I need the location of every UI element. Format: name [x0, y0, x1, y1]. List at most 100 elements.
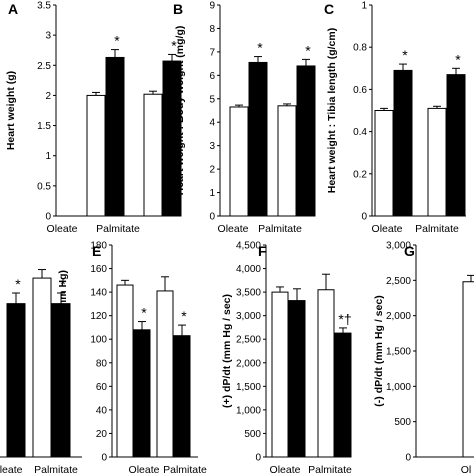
panel-e-y-tick-label: 180 — [90, 241, 107, 252]
panel-e-bar-open — [156, 290, 174, 458]
panel-g-y-tick-label: 500 — [394, 417, 411, 428]
panel-c-y-tick-label: 0.8 — [353, 43, 367, 54]
panel-g-y-tick-label: 1,000 — [386, 382, 411, 393]
panel-b-y-tick-label: 0 — [209, 212, 215, 223]
panel-f-y-tick-label: 0 — [255, 453, 261, 464]
panel-b-significance-mark: * — [257, 40, 263, 56]
panel-e-y-tick-label: 120 — [90, 311, 107, 322]
panel-g-category-label: Ol — [461, 464, 472, 474]
panel-c-category-label: Palmitate — [415, 223, 459, 235]
panel-a-bar-open — [86, 94, 106, 217]
panel-f-y-tick-label: 4,500 — [236, 241, 261, 252]
panel-f-y-tick-label: 1,500 — [236, 382, 261, 393]
panel-b-category-label: Palmitate — [258, 223, 302, 235]
panel-a-y-label: Heart weight (g) — [5, 71, 17, 150]
panel-e-category-label: Oleate — [129, 464, 160, 474]
panel-e-y-tick-label: 40 — [96, 405, 108, 416]
panel-d-category-label: Palmitate — [34, 464, 78, 474]
panel-f-significance-mark: *† — [338, 311, 351, 327]
panel-f-y-tick-label: 2,500 — [236, 335, 261, 346]
panel-f-y-label: (+) dP/dt (mm Hg / sec) — [221, 294, 233, 408]
panel-a-bar-open — [143, 93, 163, 217]
panel-g-y-tick-label: 2,000 — [386, 311, 411, 322]
panel-d-category-label: Oleate — [0, 464, 23, 474]
panel-a-letter: A — [8, 1, 18, 17]
panel-f-bar-open — [317, 289, 335, 458]
panel-f-y-tick-label: 4,000 — [236, 264, 261, 275]
panel-f-category-label: Oleate — [270, 464, 301, 474]
panel-a-y-tick-label: 2.5 — [37, 61, 51, 72]
panel-a-significance-mark: * — [171, 37, 177, 53]
panel-b-letter: B — [173, 1, 183, 17]
panel-g-y-tick-label: 3,000 — [386, 241, 411, 252]
panel-a-y-tick-label: 3.5 — [37, 1, 51, 12]
panel-e-y-tick-label: 140 — [90, 288, 107, 299]
panel-e-y-tick-label: 80 — [96, 358, 108, 369]
panel-b-y-tick-label: 8 — [209, 24, 215, 35]
panel-f-letter: F — [258, 243, 267, 259]
panel-b-significance-mark: * — [305, 42, 311, 58]
panel-g-y-tick-label: 2,500 — [386, 276, 411, 287]
panel-c-y-tick-label: 0.4 — [353, 127, 367, 138]
panel-b-bar-open — [229, 106, 249, 217]
panel-e-bar-closed — [173, 335, 191, 458]
panel-b-y-tick-label: 3 — [209, 141, 215, 152]
panel-a-category-label: Oleate — [47, 223, 78, 235]
panel-b-y-tick-label: 2 — [209, 165, 215, 176]
panel-e-y-tick-label: 160 — [90, 264, 107, 275]
panel-e-bar-closed — [133, 329, 151, 458]
panel-b-y-tick-label: 9 — [209, 1, 215, 12]
panel-a-y-tick-label: 2 — [45, 91, 51, 102]
panel-b-y-label: Heart weight : Body weight (mg/g) — [174, 26, 186, 196]
panel-d-significance-mark: * — [60, 276, 66, 292]
panel-b-y-tick-label: 5 — [209, 94, 215, 105]
panel-c-bar-closed — [393, 69, 413, 217]
panel-a-y-tick-label: 3 — [45, 31, 51, 42]
panel-a-y-tick-label: 1 — [45, 151, 51, 162]
panel-d-bar-open — [32, 277, 52, 458]
panel-f-category-label: Palmitate — [308, 464, 352, 474]
panel-f-y-tick-label: 1,000 — [236, 405, 261, 416]
panel-c-y-tick-label: 0.6 — [353, 85, 367, 96]
panel-b-y-tick-label: 6 — [209, 71, 215, 82]
panel-c-bar-closed — [446, 74, 466, 217]
panel-c-y-tick-label: 0 — [361, 212, 367, 223]
panel-c-category-label: Oleate — [372, 223, 403, 235]
panel-g-y-tick-label: 1,500 — [386, 347, 411, 358]
panel-b-bar-closed — [248, 61, 268, 217]
panel-c-significance-mark: * — [455, 51, 461, 67]
panel-e-y-tick-label: 20 — [96, 429, 108, 440]
panel-f-y-tick-label: 3,500 — [236, 288, 261, 299]
panel-e-y-label: LV Developed Pressure (mm Hg) — [57, 270, 69, 432]
panel-b-category-label: Oleate — [218, 223, 249, 235]
panel-a-bar-closed — [105, 56, 125, 217]
panel-e-bar-open — [116, 284, 134, 458]
panel-f-y-tick-label: 2,000 — [236, 358, 261, 369]
panel-e-y-tick-label: 100 — [90, 335, 107, 346]
panel-c-significance-mark: * — [402, 47, 408, 63]
panel-d-significance-mark: * — [15, 276, 21, 292]
panel-b-y-tick-label: 4 — [209, 118, 215, 129]
panel-b-y-tick-label: 7 — [209, 47, 215, 58]
panel-g-bar-open — [462, 281, 474, 458]
panel-f-bar-closed — [288, 300, 306, 458]
panel-e-significance-mark: * — [141, 305, 147, 321]
panel-e-letter: E — [92, 243, 101, 259]
panel-e-y-tick-label: 0 — [101, 453, 107, 464]
panel-e-significance-mark: * — [181, 308, 187, 324]
panel-b-bar-closed — [296, 65, 316, 217]
panel-a-significance-mark: * — [114, 33, 120, 49]
panel-e-category-label: Palmitate — [163, 464, 207, 474]
panel-a-category-label: Palmitate — [96, 223, 140, 235]
panel-a-y-tick-label: 0.5 — [37, 181, 51, 192]
panel-f-bar-open — [271, 291, 289, 458]
panel-g-letter: G — [404, 243, 415, 259]
panel-d-bar-closed — [6, 303, 26, 458]
panel-c-bar-open — [374, 110, 394, 217]
panel-g-y-tick-label: 0 — [405, 453, 411, 464]
panel-g-y-label: (-) dP/dt (mm Hg / sec) — [373, 295, 385, 406]
panel-e-y-tick-label: 60 — [96, 382, 108, 393]
panel-a-y-tick-label: 0 — [45, 212, 51, 223]
panel-c-y-tick-label: 1 — [361, 1, 367, 12]
